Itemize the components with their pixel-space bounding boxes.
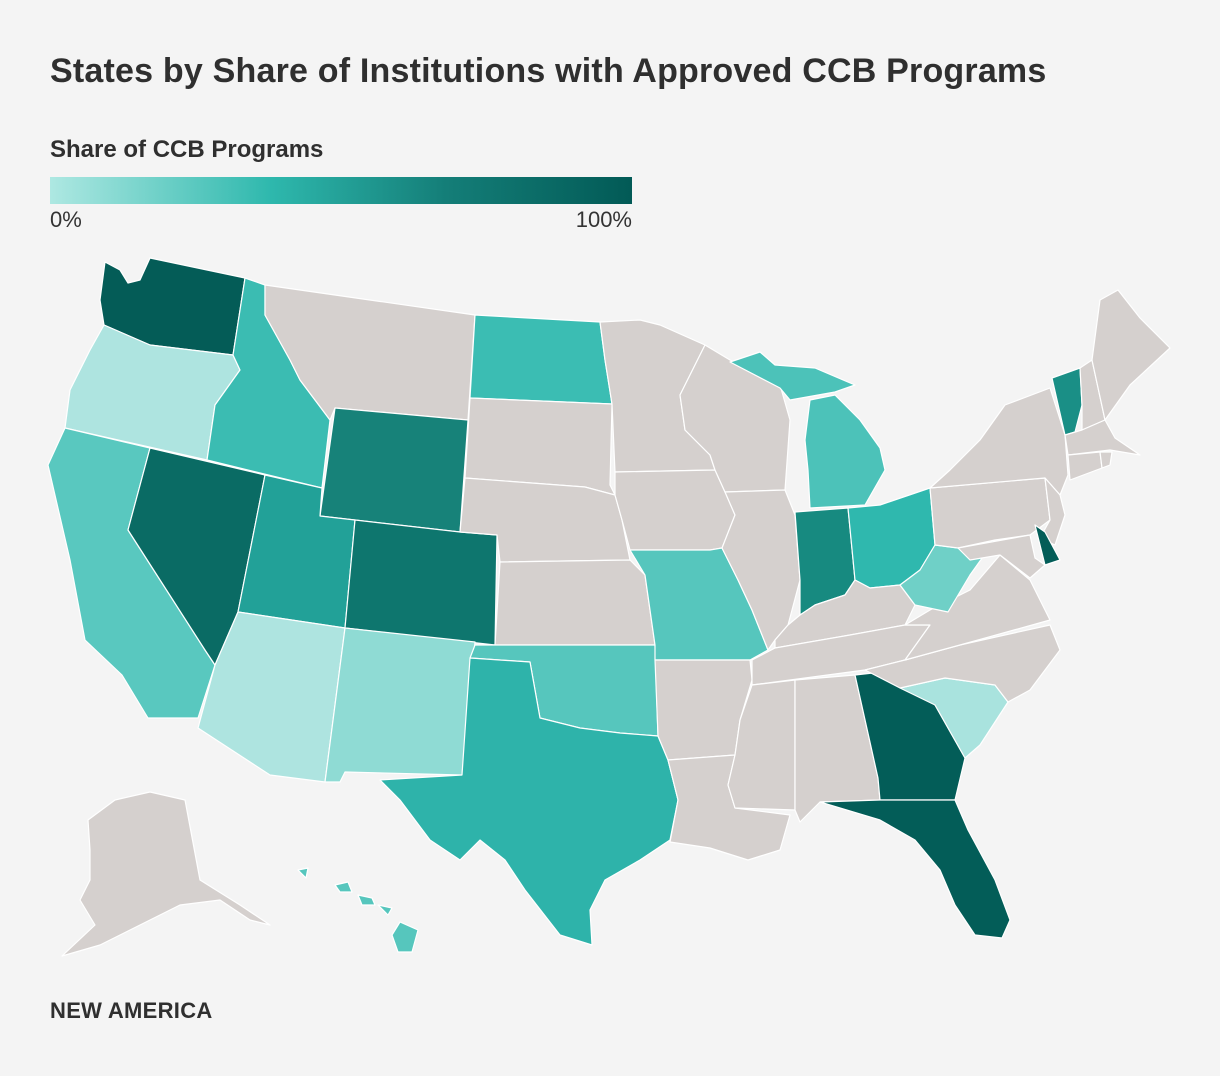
state-iowa[interactable] — [614, 469, 736, 551]
state-maine[interactable] — [1091, 289, 1171, 421]
state-colorado[interactable] — [344, 519, 498, 646]
state-delaware[interactable] — [1034, 524, 1061, 566]
state-connecticut[interactable] — [1067, 451, 1103, 481]
legend-gradient-bar — [50, 177, 632, 204]
state-alaska[interactable] — [61, 791, 271, 957]
state-maryland[interactable] — [957, 534, 1046, 579]
state-texas[interactable] — [379, 657, 679, 946]
state-florida[interactable] — [819, 799, 1011, 939]
state-new-mexico[interactable] — [324, 627, 476, 783]
state-north-carolina[interactable] — [864, 624, 1061, 703]
chart-title: States by Share of Institutions with App… — [50, 52, 1047, 90]
state-wyoming[interactable] — [319, 407, 469, 533]
legend-title: Share of CCB Programs — [50, 136, 324, 163]
legend-max-label: 100% — [575, 207, 632, 232]
state-new-york[interactable] — [929, 387, 1069, 496]
state-michigan[interactable] — [729, 351, 886, 509]
state-rhode-island[interactable] — [1099, 451, 1113, 469]
state-hawaii[interactable] — [297, 867, 419, 953]
state-kansas[interactable] — [494, 559, 656, 646]
state-north-dakota[interactable] — [469, 314, 613, 405]
state-new-jersey[interactable] — [1039, 477, 1066, 546]
state-vermont[interactable] — [1051, 367, 1083, 436]
legend-min-label: 0% — [50, 207, 82, 232]
source-logo-text: NEW AMERICA — [50, 998, 213, 1023]
state-pennsylvania[interactable] — [929, 477, 1051, 549]
state-illinois[interactable] — [721, 489, 801, 651]
